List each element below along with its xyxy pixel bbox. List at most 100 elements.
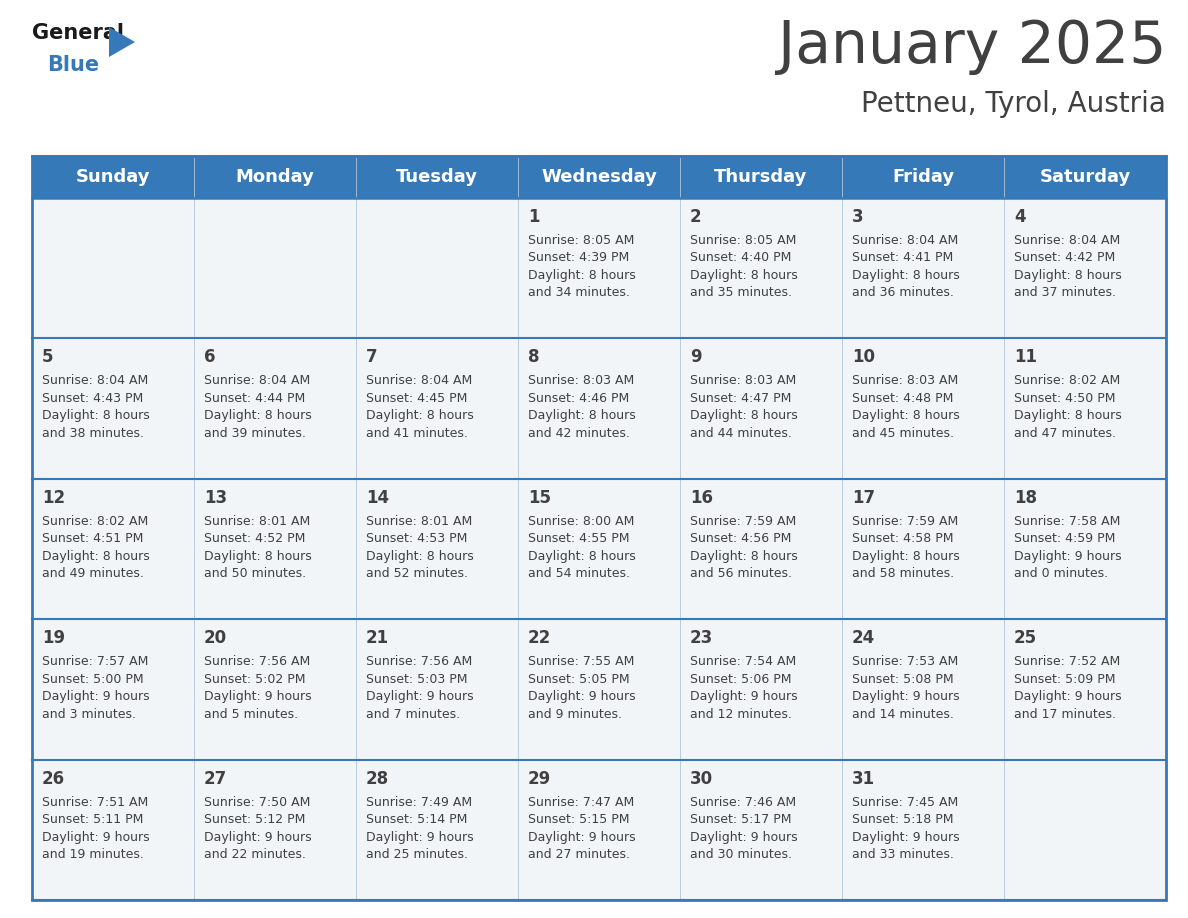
Text: 21: 21 (366, 629, 390, 647)
Bar (518, 479, 680, 620)
Text: Sunset: 5:09 PM: Sunset: 5:09 PM (1015, 673, 1116, 686)
Text: and 12 minutes.: and 12 minutes. (690, 708, 792, 721)
Text: Sunrise: 7:51 AM: Sunrise: 7:51 AM (42, 796, 148, 809)
Bar (680, 479, 842, 620)
Bar (518, 198, 680, 339)
Text: Sunset: 5:17 PM: Sunset: 5:17 PM (690, 813, 791, 826)
Text: 28: 28 (366, 769, 390, 788)
Text: and 3 minutes.: and 3 minutes. (42, 708, 135, 721)
Bar (32, 156, 1165, 900)
Text: 23: 23 (690, 629, 713, 647)
Text: 22: 22 (527, 629, 551, 647)
Bar (194, 479, 356, 620)
Text: 24: 24 (852, 629, 876, 647)
Text: 27: 27 (204, 769, 227, 788)
Text: and 37 minutes.: and 37 minutes. (1015, 286, 1116, 299)
Text: and 44 minutes.: and 44 minutes. (690, 427, 792, 440)
Bar (680, 198, 842, 339)
Text: Daylight: 9 hours: Daylight: 9 hours (42, 831, 150, 844)
Text: Sunset: 4:50 PM: Sunset: 4:50 PM (1015, 392, 1116, 405)
Bar (1004, 620, 1165, 759)
Bar (32, 620, 194, 759)
Text: and 52 minutes.: and 52 minutes. (366, 567, 468, 580)
Text: Tuesday: Tuesday (396, 168, 478, 186)
Bar (842, 198, 1004, 339)
Text: Sunrise: 8:02 AM: Sunrise: 8:02 AM (42, 515, 148, 528)
Text: Sunrise: 7:57 AM: Sunrise: 7:57 AM (42, 655, 148, 668)
Bar (1004, 759, 1165, 900)
Bar (356, 759, 518, 900)
Bar (680, 759, 842, 900)
Text: 5: 5 (42, 349, 53, 366)
Bar (356, 198, 518, 339)
Text: Sunset: 4:44 PM: Sunset: 4:44 PM (204, 392, 305, 405)
Text: Sunrise: 8:05 AM: Sunrise: 8:05 AM (527, 234, 634, 247)
Text: 19: 19 (42, 629, 65, 647)
Bar (518, 620, 680, 759)
Text: and 45 minutes.: and 45 minutes. (852, 427, 954, 440)
Text: and 14 minutes.: and 14 minutes. (852, 708, 954, 721)
Text: 9: 9 (690, 349, 702, 366)
Text: Daylight: 8 hours: Daylight: 8 hours (852, 550, 960, 563)
Text: 10: 10 (852, 349, 876, 366)
Text: Daylight: 8 hours: Daylight: 8 hours (366, 409, 474, 422)
Text: 17: 17 (852, 488, 876, 507)
Text: Sunrise: 7:45 AM: Sunrise: 7:45 AM (852, 796, 959, 809)
Text: Sunrise: 8:02 AM: Sunrise: 8:02 AM (1015, 375, 1120, 387)
Text: 4: 4 (1015, 208, 1025, 226)
Text: Friday: Friday (892, 168, 954, 186)
Polygon shape (109, 27, 135, 57)
Text: Pettneu, Tyrol, Austria: Pettneu, Tyrol, Austria (861, 90, 1165, 118)
Text: Sunset: 4:48 PM: Sunset: 4:48 PM (852, 392, 954, 405)
Text: Thursday: Thursday (714, 168, 808, 186)
Text: Daylight: 9 hours: Daylight: 9 hours (527, 690, 636, 703)
Bar (842, 620, 1004, 759)
Text: Sunrise: 7:59 AM: Sunrise: 7:59 AM (852, 515, 959, 528)
Text: Daylight: 9 hours: Daylight: 9 hours (690, 831, 797, 844)
Text: and 56 minutes.: and 56 minutes. (690, 567, 792, 580)
Text: 16: 16 (690, 488, 713, 507)
Text: Sunset: 5:06 PM: Sunset: 5:06 PM (690, 673, 791, 686)
Text: Sunrise: 8:00 AM: Sunrise: 8:00 AM (527, 515, 634, 528)
Text: and 50 minutes.: and 50 minutes. (204, 567, 307, 580)
Text: Daylight: 8 hours: Daylight: 8 hours (204, 409, 311, 422)
Text: Daylight: 8 hours: Daylight: 8 hours (690, 550, 798, 563)
Text: Daylight: 9 hours: Daylight: 9 hours (690, 690, 797, 703)
Text: Sunset: 4:58 PM: Sunset: 4:58 PM (852, 532, 954, 545)
Bar (194, 339, 356, 479)
Text: and 17 minutes.: and 17 minutes. (1015, 708, 1116, 721)
Text: 14: 14 (366, 488, 390, 507)
Bar (680, 620, 842, 759)
Text: Sunset: 4:39 PM: Sunset: 4:39 PM (527, 252, 630, 264)
Text: Daylight: 8 hours: Daylight: 8 hours (1015, 269, 1121, 282)
Bar (32, 339, 194, 479)
Text: 7: 7 (366, 349, 378, 366)
Text: Saturday: Saturday (1040, 168, 1131, 186)
Bar (1004, 339, 1165, 479)
Text: and 5 minutes.: and 5 minutes. (204, 708, 298, 721)
Text: Sunset: 4:46 PM: Sunset: 4:46 PM (527, 392, 630, 405)
Text: 6: 6 (204, 349, 215, 366)
Text: Sunset: 5:05 PM: Sunset: 5:05 PM (527, 673, 630, 686)
Text: Sunrise: 7:55 AM: Sunrise: 7:55 AM (527, 655, 634, 668)
Text: and 58 minutes.: and 58 minutes. (852, 567, 954, 580)
Bar (356, 620, 518, 759)
Text: and 35 minutes.: and 35 minutes. (690, 286, 792, 299)
Text: and 38 minutes.: and 38 minutes. (42, 427, 144, 440)
Text: Daylight: 8 hours: Daylight: 8 hours (527, 409, 636, 422)
Text: Sunset: 4:55 PM: Sunset: 4:55 PM (527, 532, 630, 545)
Text: 1: 1 (527, 208, 539, 226)
Text: Monday: Monday (235, 168, 315, 186)
Bar (518, 339, 680, 479)
Text: and 0 minutes.: and 0 minutes. (1015, 567, 1108, 580)
Text: Sunset: 4:51 PM: Sunset: 4:51 PM (42, 532, 144, 545)
Bar (356, 479, 518, 620)
Text: Daylight: 9 hours: Daylight: 9 hours (204, 831, 311, 844)
Text: Sunset: 4:41 PM: Sunset: 4:41 PM (852, 252, 953, 264)
Text: and 54 minutes.: and 54 minutes. (527, 567, 630, 580)
Text: Daylight: 9 hours: Daylight: 9 hours (527, 831, 636, 844)
Text: and 19 minutes.: and 19 minutes. (42, 848, 144, 861)
Text: Daylight: 9 hours: Daylight: 9 hours (852, 690, 960, 703)
Text: Sunset: 4:40 PM: Sunset: 4:40 PM (690, 252, 791, 264)
Text: 13: 13 (204, 488, 227, 507)
